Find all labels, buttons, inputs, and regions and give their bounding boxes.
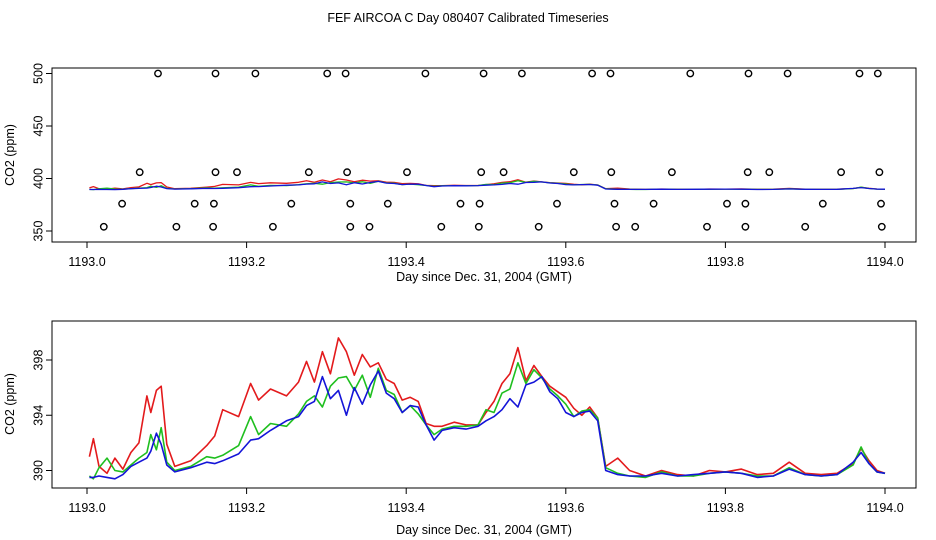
bottom-series-red xyxy=(88,337,886,477)
top-marker-point xyxy=(135,168,144,177)
top-marker-point xyxy=(479,69,488,78)
top-y-tick-label: 350 xyxy=(31,221,45,242)
top-series-blue xyxy=(89,180,886,191)
top-marker-point xyxy=(365,222,374,231)
top-marker-point xyxy=(607,168,616,177)
top-marker-point xyxy=(606,69,615,78)
bottom-x-tick-label: 1193.8 xyxy=(707,501,744,515)
top-marker-point xyxy=(801,222,810,231)
top-marker-point xyxy=(741,199,750,208)
top-marker-point xyxy=(99,222,108,231)
top-marker-point xyxy=(534,222,543,231)
top-marker-point xyxy=(211,168,220,177)
top-marker-point xyxy=(741,222,750,231)
top-marker-group xyxy=(99,69,886,231)
top-marker-point xyxy=(499,168,508,177)
bottom-x-tick-label: 1193.0 xyxy=(68,501,105,515)
top-marker-point xyxy=(818,199,827,208)
top-marker-point xyxy=(553,199,561,208)
top-x-tick-label: 1193.4 xyxy=(388,255,425,269)
top-series-group xyxy=(89,178,886,191)
top-marker-point xyxy=(877,222,886,231)
top-marker-point xyxy=(209,199,218,208)
top-marker-point xyxy=(346,199,355,208)
top-marker-point xyxy=(588,69,596,78)
top-y-tick-label: 400 xyxy=(31,168,45,189)
top-marker-point xyxy=(437,222,446,231)
bottom-y-axis-label: CO2 (ppm) xyxy=(3,373,17,435)
top-marker-point xyxy=(873,69,882,78)
top-marker-point xyxy=(251,69,260,78)
top-marker-point xyxy=(211,69,220,78)
bottom-x-axis: 1193.0 1193.2 1193.4 1193.6 1193.8 1194.0 xyxy=(68,488,904,515)
bottom-x-tick-label: 1193.6 xyxy=(547,501,584,515)
top-marker-point xyxy=(118,199,127,208)
top-marker-point xyxy=(403,168,411,177)
top-marker-point xyxy=(268,222,277,231)
top-marker-point xyxy=(383,199,392,208)
top-x-tick-label: 1193.0 xyxy=(68,255,105,269)
bottom-panel: 1193.0 1193.2 1193.4 1193.6 1193.8 1194.0 390… xyxy=(3,320,917,537)
top-marker-point xyxy=(668,168,676,177)
top-x-tick-label: 1193.6 xyxy=(547,255,584,269)
top-marker-point xyxy=(743,168,752,177)
top-x-axis: 1193.0 1193.2 1193.4 1193.6 1193.8 1194.0 xyxy=(68,242,904,269)
bottom-y-tick-label: 390 xyxy=(31,460,45,481)
top-marker-point xyxy=(744,69,753,78)
top-panel: 1193.0 1193.2 1193.4 1193.6 1193.8 1194.0 350… xyxy=(3,63,917,284)
top-marker-point xyxy=(765,168,774,177)
top-marker-point xyxy=(686,69,695,78)
top-y-tick-label: 450 xyxy=(31,116,45,137)
top-marker-point xyxy=(783,69,792,78)
top-marker-point xyxy=(569,168,578,177)
top-x-tick-label: 1193.2 xyxy=(228,255,265,269)
top-marker-point xyxy=(323,69,332,78)
top-marker-point xyxy=(855,69,864,78)
bottom-x-tick-label: 1194.0 xyxy=(866,501,903,515)
top-x-tick-label: 1194.0 xyxy=(866,255,903,269)
bottom-plot-frame xyxy=(51,320,917,489)
bottom-y-axis: 390 394 398 xyxy=(31,350,52,481)
top-marker-point xyxy=(287,199,296,208)
top-marker-point xyxy=(475,199,484,208)
top-marker-point xyxy=(877,199,885,208)
top-marker-point xyxy=(518,69,526,78)
top-marker-point xyxy=(341,69,350,78)
top-marker-point xyxy=(190,199,199,208)
top-x-axis-label: Day since Dec. 31, 2004 (GMT) xyxy=(396,270,572,284)
top-y-axis-label: CO2 (ppm) xyxy=(3,124,17,186)
top-plot-frame xyxy=(51,67,917,243)
top-marker-point xyxy=(875,168,884,177)
bottom-x-tick-label: 1193.4 xyxy=(388,501,425,515)
top-marker-point xyxy=(631,222,640,231)
top-marker-point xyxy=(154,69,162,78)
bottom-series-group xyxy=(88,337,886,480)
top-marker-point xyxy=(421,69,430,78)
top-marker-point xyxy=(474,222,483,231)
bottom-y-tick-label: 394 xyxy=(31,405,45,426)
bottom-x-tick-label: 1193.2 xyxy=(228,501,265,515)
top-marker-point xyxy=(612,222,620,231)
top-marker-point xyxy=(233,168,241,177)
top-marker-point xyxy=(610,199,619,208)
top-marker-point xyxy=(209,222,218,231)
top-y-tick-label: 500 xyxy=(31,63,45,84)
bottom-y-tick-label: 398 xyxy=(31,350,45,371)
top-marker-point xyxy=(343,168,351,177)
top-marker-point xyxy=(346,222,355,231)
top-marker-point xyxy=(456,199,465,208)
top-marker-point xyxy=(703,222,711,231)
bottom-series-blue xyxy=(89,370,886,480)
top-marker-point xyxy=(649,199,658,208)
figure-title: FEF AIRCOA C Day 080407 Calibrated Times… xyxy=(327,11,608,25)
top-x-tick-label: 1193.8 xyxy=(707,255,744,269)
top-marker-point xyxy=(837,168,845,177)
top-marker-point xyxy=(172,222,181,231)
top-marker-point xyxy=(477,168,486,177)
top-y-axis: 350 400 450 500 xyxy=(31,63,52,241)
bottom-x-axis-label: Day since Dec. 31, 2004 (GMT) xyxy=(396,523,572,537)
top-marker-point xyxy=(723,199,731,208)
top-marker-point xyxy=(304,168,313,177)
